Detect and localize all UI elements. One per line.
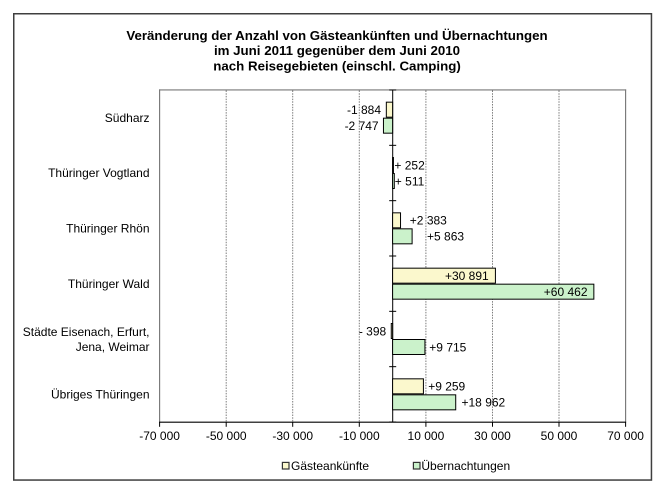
svg-text:+9 715: +9 715 [429,340,466,354]
svg-text:Südharz: Südharz [105,111,150,125]
svg-text:Thüringer Rhön: Thüringer Rhön [66,222,149,236]
svg-text:+2 383: +2 383 [410,214,447,228]
svg-text:Gästeankünfte: Gästeankünfte [291,459,369,473]
svg-text:Thüringer Vogtland: Thüringer Vogtland [48,166,149,180]
svg-text:-2 747: -2 747 [345,119,379,133]
svg-text:Jena, Weimar: Jena, Weimar [76,340,150,354]
svg-text:-70 000: -70 000 [139,429,180,443]
svg-text:10 000: 10 000 [408,429,445,443]
svg-text:im Juni 2011 gegenüber dem Jun: im Juni 2011 gegenüber dem Juni 2010 [214,43,460,58]
svg-text:50 000: 50 000 [541,429,578,443]
svg-text:+18 962: +18 962 [462,396,506,410]
svg-text:+ 511: + 511 [395,174,425,188]
svg-text:+ 252: + 252 [394,158,425,172]
svg-text:Thüringer Wald: Thüringer Wald [68,277,150,291]
svg-text:30 000: 30 000 [474,429,511,443]
svg-text:+5 863: +5 863 [427,230,464,244]
svg-text:-1 884: -1 884 [347,103,381,117]
svg-text:Veränderung der Anzahl von Gäs: Veränderung der Anzahl von Gästeankünfte… [126,28,547,43]
svg-text:-30 000: -30 000 [272,429,313,443]
svg-text:+9 259: +9 259 [428,380,465,394]
svg-text:Übernachtungen: Übernachtungen [421,459,510,473]
svg-text:+60 462: +60 462 [544,285,588,299]
svg-text:70 000: 70 000 [607,429,644,443]
svg-text:-10 000: -10 000 [339,429,380,443]
svg-text:+30 891: +30 891 [445,269,489,283]
svg-text:- 398: - 398 [359,324,387,338]
svg-text:nach Reisegebieten (einschl. C: nach Reisegebieten (einschl. Camping) [213,58,461,73]
svg-text:-50 000: -50 000 [206,429,247,443]
svg-text:Städte Eisenach, Erfurt,: Städte Eisenach, Erfurt, [23,325,150,339]
svg-text:Übriges Thüringen: Übriges Thüringen [51,388,150,402]
